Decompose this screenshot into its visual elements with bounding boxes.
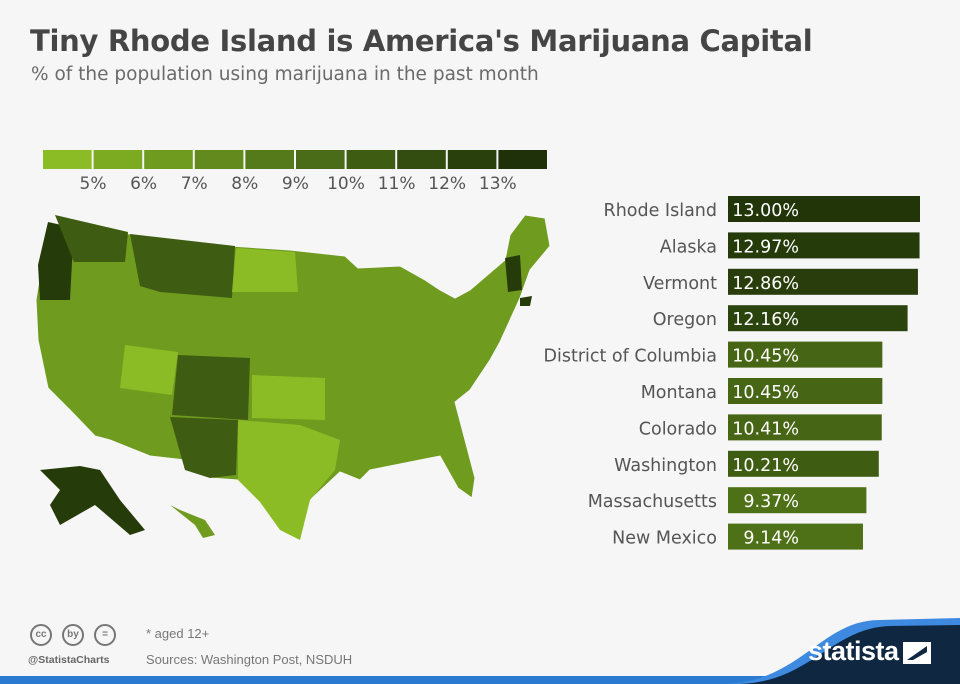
legend-swatch [296, 150, 345, 169]
chart-title: Tiny Rhode Island is America's Marijuana… [30, 24, 813, 58]
legend-swatch [397, 150, 446, 169]
sources: Sources: Washington Post, NSDUH [146, 652, 353, 667]
bar [728, 450, 879, 477]
state-utah [120, 345, 178, 395]
bar [728, 268, 918, 295]
chart-subtitle: % of the population using marijuana in t… [31, 64, 539, 85]
bar [728, 196, 920, 222]
bar-value-label: 9.14% [743, 529, 799, 549]
legend-label: 8% [231, 174, 258, 194]
bar-value-label: 10.21% [732, 456, 799, 476]
legend-label: 11% [378, 174, 416, 194]
legend-label: 7% [181, 174, 208, 194]
bar [728, 378, 883, 404]
by-icon: by [62, 624, 84, 646]
bar-value-label: 9.37% [743, 492, 799, 512]
legend-label: 5% [80, 174, 107, 194]
twitter-handle[interactable]: @StatistaCharts [28, 654, 110, 666]
state-montana [130, 234, 235, 298]
bar-category-label: Washington [614, 456, 717, 476]
footnote: * aged 12+ [146, 626, 210, 641]
bar [728, 487, 867, 514]
bar-category-label: New Mexico [612, 529, 717, 549]
legend-swatch [346, 150, 396, 169]
bar-category-label: Montana [641, 383, 717, 403]
legend-swatch [498, 150, 547, 169]
legend-swatch [144, 150, 193, 169]
bar-category-label: Rhode Island [604, 201, 717, 221]
bar-value-label: 10.45% [732, 383, 799, 403]
color-legend: 5% 6% 7% 8% 9% 10% 11% 12% 13% [43, 150, 547, 194]
legend-label: 10% [327, 174, 365, 194]
bar [728, 523, 863, 550]
legend-label: 12% [428, 174, 466, 194]
statista-logo-icon [903, 642, 931, 664]
bar-value-label: 10.45% [732, 347, 799, 367]
bar-category-label: Colorado [639, 419, 717, 439]
bar-value-label: 10.41% [732, 419, 799, 439]
bar [728, 414, 882, 441]
state-texas [238, 420, 340, 540]
bar-category-label: Oregon [653, 310, 717, 330]
nd-icon: = [94, 624, 116, 646]
legend-swatch [43, 150, 92, 169]
state-new-mexico [170, 417, 238, 478]
state-kansas [252, 375, 325, 420]
state-alaska [40, 466, 145, 535]
legend-swatch [194, 150, 244, 169]
state-hawaii [170, 505, 215, 538]
state-washington [55, 215, 128, 262]
us-map [35, 214, 551, 541]
statista-logo[interactable]: statista [808, 636, 899, 666]
legend-swatch [93, 150, 143, 169]
legend-label: 9% [282, 174, 309, 194]
state-vermont [505, 255, 522, 292]
bar-value-label: 12.97% [732, 237, 799, 257]
legend-label: 13% [479, 174, 517, 194]
bar-category-label: District of Columbia [544, 347, 717, 367]
bar-value-label: 13.00% [732, 201, 799, 221]
state-north-dakota [232, 248, 298, 292]
footer-wave [0, 618, 960, 684]
bar [728, 341, 883, 368]
legend-label: 6% [130, 174, 157, 194]
state-rhode-island [520, 296, 532, 306]
bar [728, 305, 908, 332]
bar-category-label: Massachusetts [588, 492, 717, 512]
cc-icon: cc [30, 624, 52, 646]
bar-category-label: Vermont [643, 274, 717, 294]
bar-value-label: 12.86% [732, 274, 799, 294]
bar [728, 232, 920, 259]
bar-category-label: Alaska [660, 237, 717, 257]
legend-swatch [447, 150, 497, 169]
bar-chart: Rhode Island 13.00% Alaska 12.97% Vermont 12.… [544, 196, 920, 550]
legend-swatch [245, 150, 294, 169]
bar-value-label: 12.16% [732, 310, 799, 330]
state-colorado [172, 355, 250, 420]
